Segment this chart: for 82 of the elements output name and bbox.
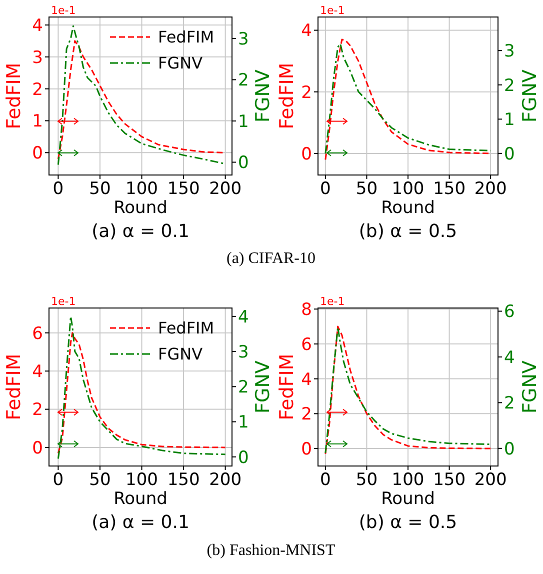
y2-tick-label: 1 [238,412,249,433]
y2-tick-label: 3 [504,42,515,62]
y2-tick-label: 2 [504,394,515,414]
text: (b) Fashion-MNIST [206,542,336,559]
y-tick-label: 0 [32,438,43,458]
text: 1e-1 [51,4,76,17]
y-axis-title: FedFIM [3,354,25,420]
legend-label: FedFIM [158,318,214,338]
y-tick-label: 2 [32,400,43,420]
y2-tick-label: 2 [504,76,515,96]
text: (b) α = 0.5 [358,512,458,533]
y2-tick-label: 1 [238,112,249,132]
x-tick-label: 200 [209,470,242,490]
annotation: 1e-1 [51,295,76,308]
x-tick-label: 0 [320,470,331,490]
y-tick-label: 0 [301,440,312,460]
y2-tick-label: 0 [504,439,515,460]
y-tick-label: 2 [301,82,312,103]
y2-axis-title: FGNV [519,70,541,122]
y2-tick-label: 2 [238,70,249,91]
x-tick-label: 150 [433,470,466,490]
y-tick-label: 0 [301,144,312,164]
text: 1e-1 [320,4,345,17]
x-tick-label: 200 [474,470,507,490]
text: (a) α = 0.1 [92,512,190,533]
y-axis-title: FedFIM [276,62,298,130]
y2-tick-label: 0 [238,448,249,468]
text: (b) α = 0.5 [358,221,458,242]
x-tick-label: 100 [392,470,424,490]
y2-axis-title: FGNV [519,360,541,414]
line-series [57,332,226,454]
legend-label: FGNV [158,344,203,364]
y-tick-label: 4 [32,16,43,36]
text: (a) α = 0.1 [92,221,190,242]
x-axis-title: Round [114,198,168,218]
y2-axis-title: FGNV [252,360,274,414]
y2-tick-label: 2 [238,378,249,398]
y2-tick-label: 3 [238,29,249,50]
x-tick-label: 0 [320,179,331,199]
y-tick-label: 4 [301,370,312,390]
y-tick-label: 1 [32,112,43,132]
x-tick-label: 50 [356,470,378,490]
legend-label: FedFIM [158,28,214,47]
x-tick-label: 100 [392,179,424,199]
text: (a) CIFAR-10 [226,250,316,267]
y2-tick-label: 0 [504,144,515,164]
x-tick-label: 100 [126,470,158,490]
line-series [57,316,226,460]
x-tick-label: 50 [356,179,378,199]
y-tick-label: 2 [301,404,312,425]
y-tick-label: 3 [32,48,43,68]
x-axis-title: Round [381,198,435,218]
x-tick-label: 100 [126,179,158,199]
x-tick-label: 0 [52,179,64,199]
x-tick-label: 200 [474,179,507,199]
x-axis-title: Round [381,489,435,509]
annotation: 1e-1 [320,295,345,308]
x-tick-label: 150 [167,470,200,490]
y2-tick-label: 3 [238,342,249,362]
y-tick-label: 2 [32,80,43,100]
legend-label: FGNV [158,54,203,73]
y2-tick-label: 0 [238,153,249,174]
y-tick-label: 6 [301,334,312,355]
y-tick-label: 4 [32,362,43,382]
y-tick-label: 6 [32,324,43,344]
y2-tick-label: 4 [504,348,515,368]
x-axis-title: Round [114,489,168,509]
y2-tick-label: 1 [504,110,515,130]
x-tick-label: 150 [167,179,200,199]
x-tick-label: 150 [433,179,466,199]
y2-tick-label: 4 [238,307,249,328]
y-axis-title: FedFIM [3,62,25,130]
y-tick-label: 0 [32,144,43,164]
y2-axis-title: FGNV [252,70,274,122]
x-tick-label: 50 [89,470,111,490]
y2-tick-label: 6 [504,302,515,322]
x-tick-label: 50 [89,179,111,199]
y-axis-title: FedFIM [276,354,298,420]
x-tick-label: 200 [209,179,242,199]
y-tick-label: 4 [301,21,312,42]
x-tick-label: 0 [52,470,64,490]
y-tick-label: 8 [301,300,312,320]
